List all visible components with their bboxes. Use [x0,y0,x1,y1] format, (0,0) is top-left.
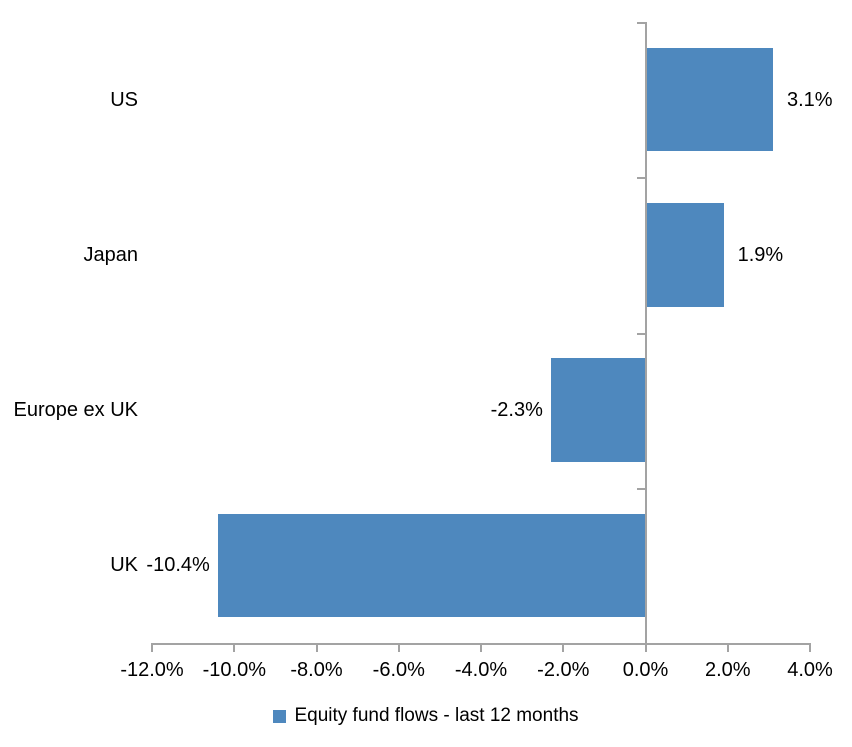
x-axis-tick-label: 2.0% [705,659,751,681]
data-label-europe-ex-uk: -2.3% [490,399,543,422]
data-label-japan: 1.9% [737,243,784,266]
x-axis-tick-label: -10.0% [202,659,266,681]
x-axis-tick [726,643,729,652]
y-axis-line [644,22,647,652]
x-axis-tick-label: -4.0% [454,659,508,681]
x-axis-tick [315,643,318,652]
category-label-europe-ex-uk: Europe ex UK [13,399,138,422]
y-axis-tick [636,177,646,180]
category-label-japan: Japan [83,243,139,266]
x-axis-tick-label: -2.0% [537,659,590,681]
legend: Equity fund flows - last 12 months [0,703,852,729]
x-axis-tick [562,643,565,652]
bar-uk [217,513,646,618]
bar-europe-ex-uk [550,358,646,462]
x-axis-tick-label: -6.0% [372,659,425,681]
legend-label: Equity fund flows - last 12 months [294,705,579,726]
bar-us [645,47,773,152]
x-axis-tick-label: -12.0% [120,659,184,681]
data-label-us: 3.1% [787,88,833,111]
category-label-us: US [110,88,138,111]
x-axis-tick [809,643,811,652]
x-axis-tick [397,643,400,652]
bar-japan [645,203,724,307]
x-axis-tick [151,643,153,652]
x-axis-tick [480,643,482,652]
y-axis-tick [636,487,646,490]
x-axis-tick-label: 4.0% [787,659,833,681]
y-axis-tick [636,332,646,335]
data-label-uk: -10.4% [146,554,210,577]
x-axis-tick-label: 0.0% [622,659,669,681]
legend-swatch-icon [273,709,287,723]
y-axis-tick [636,22,646,24]
x-axis-tick [233,643,236,652]
x-axis-tick-label: -8.0% [290,659,343,681]
category-label-uk: UK [110,554,138,577]
